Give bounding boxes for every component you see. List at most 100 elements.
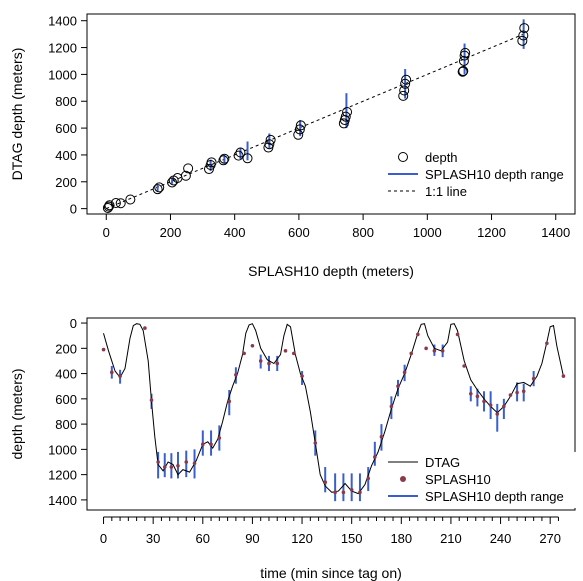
depth-point bbox=[342, 106, 353, 117]
x-tick-label: 1000 bbox=[413, 225, 442, 240]
splash10-point bbox=[432, 349, 437, 353]
x-tick-label: 800 bbox=[352, 225, 374, 240]
y-tick-label: 800 bbox=[55, 417, 77, 432]
scatter-y-axis: 0 200 400 600 800 1000 1200 1400 bbox=[48, 14, 87, 217]
depth-point bbox=[518, 30, 529, 41]
y-tick-label: 1200 bbox=[48, 468, 77, 483]
splash10-point bbox=[561, 374, 566, 378]
splash10-point bbox=[118, 374, 122, 378]
y-tick-label: 0 bbox=[70, 202, 77, 217]
splash10-point bbox=[521, 389, 526, 394]
splash10-point bbox=[409, 351, 414, 356]
depth-point bbox=[180, 170, 191, 181]
scatter-panel: 0 200 400 600 800 1000 1200 1400 0 200 400 600 800 1… bbox=[9, 13, 576, 279]
depth-point bbox=[125, 194, 136, 205]
legend-depth-label: depth bbox=[425, 150, 458, 165]
y-tick-label: 0 bbox=[70, 316, 77, 331]
depth-point bbox=[294, 124, 305, 135]
timeseries-plot-box bbox=[86, 317, 576, 511]
splash10-point bbox=[313, 441, 318, 445]
splash10-point bbox=[258, 359, 263, 363]
one-to-one-line-layer bbox=[106, 33, 524, 210]
x-tick-label: 210 bbox=[440, 531, 462, 546]
splash10-point bbox=[291, 351, 296, 356]
legend-range2-label: SPLASH10 depth range bbox=[425, 489, 564, 504]
x-tick-label: 0 bbox=[100, 531, 107, 546]
splash10-point bbox=[389, 404, 394, 409]
splash10-point bbox=[101, 347, 106, 352]
scatter-points bbox=[102, 23, 530, 213]
depth-point bbox=[154, 182, 165, 193]
splash10-point bbox=[323, 480, 328, 485]
splash10-point bbox=[283, 349, 288, 353]
y-tick-label: 600 bbox=[55, 121, 77, 136]
x-tick-label: 1400 bbox=[541, 225, 570, 240]
splash10-point bbox=[488, 403, 493, 407]
depth-point bbox=[183, 163, 194, 174]
splash10-point bbox=[468, 391, 473, 396]
splash10-point bbox=[402, 370, 407, 375]
y-tick-label: 400 bbox=[55, 367, 77, 382]
legend-depth-symbol bbox=[398, 152, 408, 162]
scatter-legend: depth SPLASH10 depth range 1:1 line bbox=[388, 150, 564, 199]
depth-point bbox=[458, 55, 469, 66]
splash10-point bbox=[143, 326, 147, 330]
one-to-one-line bbox=[106, 33, 524, 210]
depth-point bbox=[152, 184, 163, 195]
splash10-point bbox=[416, 332, 420, 337]
depth-point bbox=[399, 85, 410, 96]
y-tick-label: 400 bbox=[55, 148, 77, 163]
depth-point bbox=[110, 197, 121, 208]
scatter-x-axis-label: SPLASH10 depth (meters) bbox=[248, 263, 414, 279]
splash10-point bbox=[462, 364, 466, 368]
timeseries-panel: 0 30 60 90 120 150 180 210 240 270 0 200 400 600 800 1… bbox=[9, 316, 576, 581]
timeseries-legend: DTAG SPLASH10 SPLASH10 depth range bbox=[382, 452, 576, 508]
legend-dtag-label: DTAG bbox=[425, 455, 460, 470]
x-tick-label: 0 bbox=[103, 225, 110, 240]
splash10-point bbox=[366, 476, 371, 481]
splash10-point bbox=[373, 455, 377, 459]
y-tick-label: 1000 bbox=[48, 67, 77, 82]
splash10-point bbox=[455, 332, 460, 337]
depth-point bbox=[265, 134, 276, 145]
splash10-point bbox=[250, 343, 255, 348]
x-tick-label: 1200 bbox=[477, 225, 506, 240]
splash10-point bbox=[508, 393, 513, 397]
splash10-point bbox=[300, 374, 304, 378]
splash10-point bbox=[169, 465, 174, 469]
splash10-point bbox=[440, 349, 445, 353]
splash10-point bbox=[475, 394, 480, 399]
splash10-points bbox=[101, 326, 566, 495]
y-tick-label: 600 bbox=[55, 392, 77, 407]
splash10-point bbox=[184, 460, 189, 464]
splash10-point bbox=[424, 346, 428, 351]
x-tick-label: 90 bbox=[245, 531, 259, 546]
x-tick-label: 60 bbox=[196, 531, 210, 546]
depth-point bbox=[457, 66, 468, 77]
splash10-point bbox=[333, 490, 337, 495]
splash10-point bbox=[209, 442, 213, 447]
scatter-range-bars bbox=[156, 19, 525, 192]
depth-point bbox=[206, 157, 217, 168]
splash10-point bbox=[396, 384, 400, 389]
splash10-point bbox=[176, 463, 180, 468]
y-tick-label: 1000 bbox=[48, 442, 77, 457]
depth-point bbox=[340, 111, 351, 122]
splash10-point bbox=[531, 376, 536, 381]
y-tick-label: 1400 bbox=[48, 493, 77, 508]
depth-point bbox=[295, 120, 306, 131]
splash10-point bbox=[379, 434, 384, 439]
y-tick-label: 200 bbox=[55, 341, 77, 356]
x-tick-label: 120 bbox=[291, 531, 313, 546]
y-tick-label: 1400 bbox=[48, 14, 77, 29]
depth-point bbox=[242, 153, 253, 164]
x-tick-label: 150 bbox=[341, 531, 363, 546]
splash10-point bbox=[217, 436, 222, 440]
depth-point bbox=[102, 202, 113, 213]
splash10-point bbox=[162, 465, 167, 469]
y-tick-label: 800 bbox=[55, 94, 77, 109]
splash10-point bbox=[341, 490, 346, 495]
x-tick-label: 200 bbox=[160, 225, 182, 240]
depth-point bbox=[233, 150, 244, 161]
